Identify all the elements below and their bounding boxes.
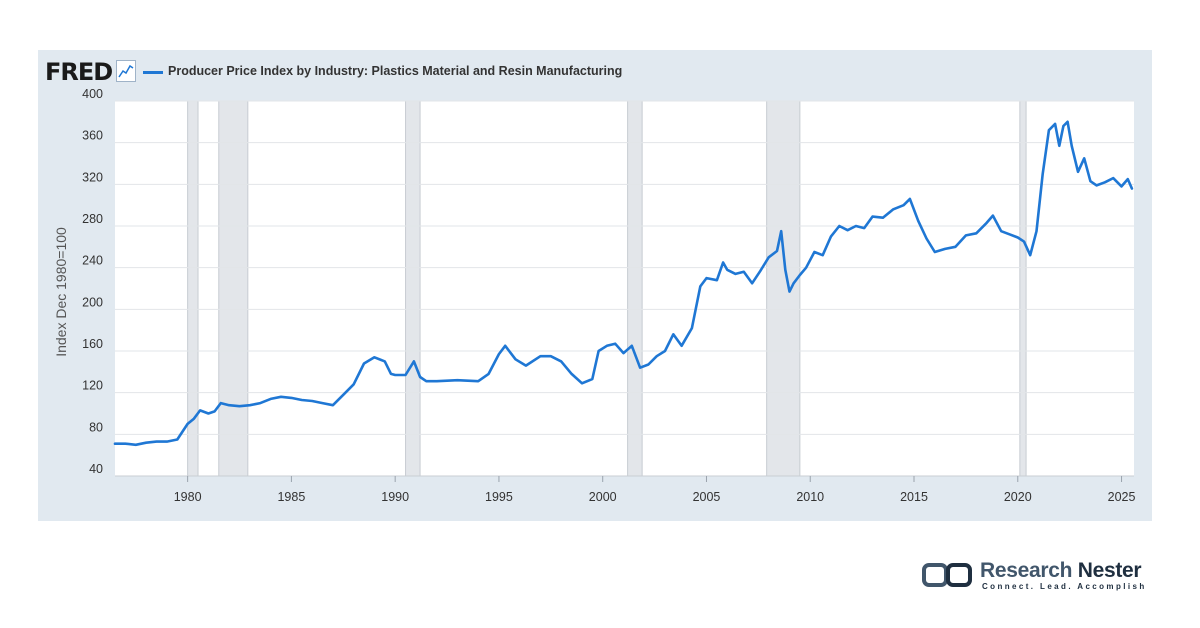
brand-name: Research Nester — [980, 559, 1142, 583]
series-line — [113, 120, 1134, 447]
y-tick-label: 120 — [82, 379, 103, 393]
recession-band — [627, 100, 643, 477]
research-nester-icon — [922, 563, 972, 587]
x-tick-label: 1995 — [485, 490, 513, 504]
recession-band — [218, 100, 249, 477]
x-tick-label: 1980 — [174, 490, 202, 504]
fred-graph-icon — [116, 60, 136, 82]
x-tick-label: 2015 — [900, 490, 928, 504]
y-tick-label: 80 — [89, 420, 103, 434]
research-nester-logo: Research Nester Connect. Lead. Accomplis… — [922, 559, 1144, 592]
y-tick-label: 400 — [82, 87, 103, 101]
y-axis-ticks: 40 80 120 160 200 240 280 320 360 400 — [82, 87, 103, 476]
recession-bands — [115, 100, 1134, 477]
y-tick-label: 280 — [82, 212, 103, 226]
recession-band — [405, 100, 421, 477]
brand-tagline: Connect. Lead. Accomplish — [982, 582, 1147, 591]
brand-name-part1: Research — [980, 559, 1073, 582]
y-tick-label: 240 — [82, 254, 103, 268]
legend-swatch — [143, 71, 163, 74]
y-axis-label: Index Dec 1980=100 — [53, 227, 69, 357]
x-tick-label: 1990 — [381, 490, 409, 504]
x-tick-label: 2005 — [693, 490, 721, 504]
plot-area — [115, 101, 1134, 476]
x-tick-label: 2025 — [1108, 490, 1136, 504]
x-axis-ticks: 1980 1985 1990 1995 2000 2005 2010 2015 2020 2025 — [115, 475, 1136, 504]
legend-label: Producer Price Index by Industry: Plasti… — [168, 64, 623, 78]
y-tick-label: 200 — [82, 295, 103, 309]
x-tick-label: 1985 — [277, 490, 305, 504]
series-group — [113, 120, 1134, 447]
x-tick-label: 2000 — [589, 490, 617, 504]
x-tick-label: 2010 — [796, 490, 824, 504]
recession-band — [1019, 100, 1027, 477]
y-tick-label: 160 — [82, 337, 103, 351]
fred-logo[interactable]: FRED — [45, 58, 113, 86]
y-tick-label: 360 — [82, 129, 103, 143]
x-tick-label: 2020 — [1004, 490, 1032, 504]
brand-name-part2: Nester — [1077, 559, 1142, 582]
y-tick-label: 320 — [82, 170, 103, 184]
y-tick-label: 40 — [89, 462, 103, 476]
recession-band — [766, 100, 801, 477]
